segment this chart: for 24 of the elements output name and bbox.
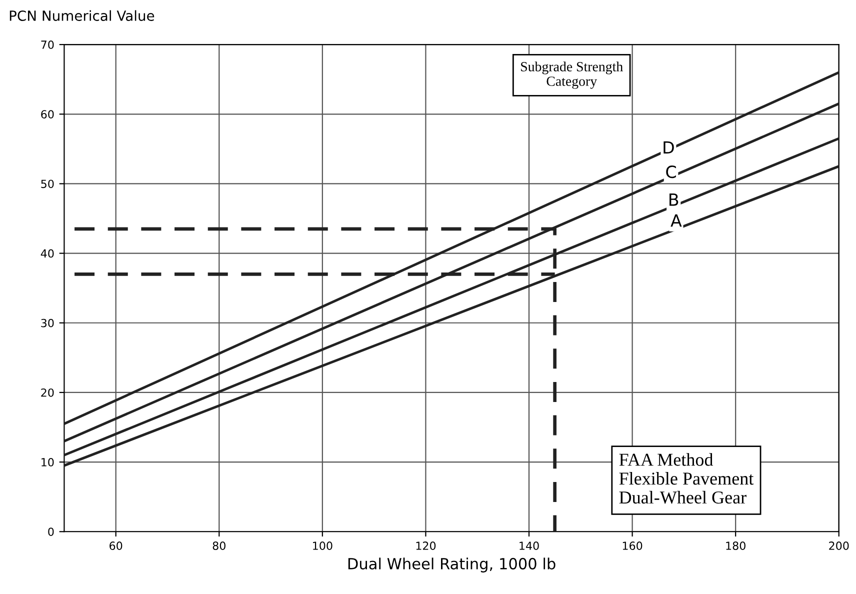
x-tick-label: 120 [416,542,436,550]
y-tick-label: 40 [40,249,54,258]
y-axis-title: PCN Numerical Value [10,10,154,21]
x-tick-label: 180 [726,542,746,550]
y-tick-label: 60 [41,110,54,119]
annotation: B [670,194,678,206]
x-tick-label: 200 [829,542,849,550]
x-tick-label: 80 [212,542,226,550]
annotation: Subgrade Strength Category [521,62,623,89]
y-tick-label: 70 [41,40,54,49]
y-tick-label: 10 [42,458,54,466]
x-tick-label: 140 [520,542,539,550]
annotation: FAA Method Flexible Pavement Dual-Wheel Gear [619,453,754,504]
y-tick-label: 20 [41,388,54,397]
y-tick-label: 50 [41,180,54,188]
y-tick-label: 30 [41,318,54,328]
x-tick-label: 160 [622,542,642,550]
annotation: D [664,141,674,154]
annotation: A [670,214,682,227]
y-tick-label: 0 [48,528,54,536]
x-axis-title: Dual Wheel Rating, 1000 lb [348,558,556,572]
x-tick-label: 100 [313,542,332,550]
annotation: C [666,166,676,178]
x-tick-label: 60 [110,542,122,550]
